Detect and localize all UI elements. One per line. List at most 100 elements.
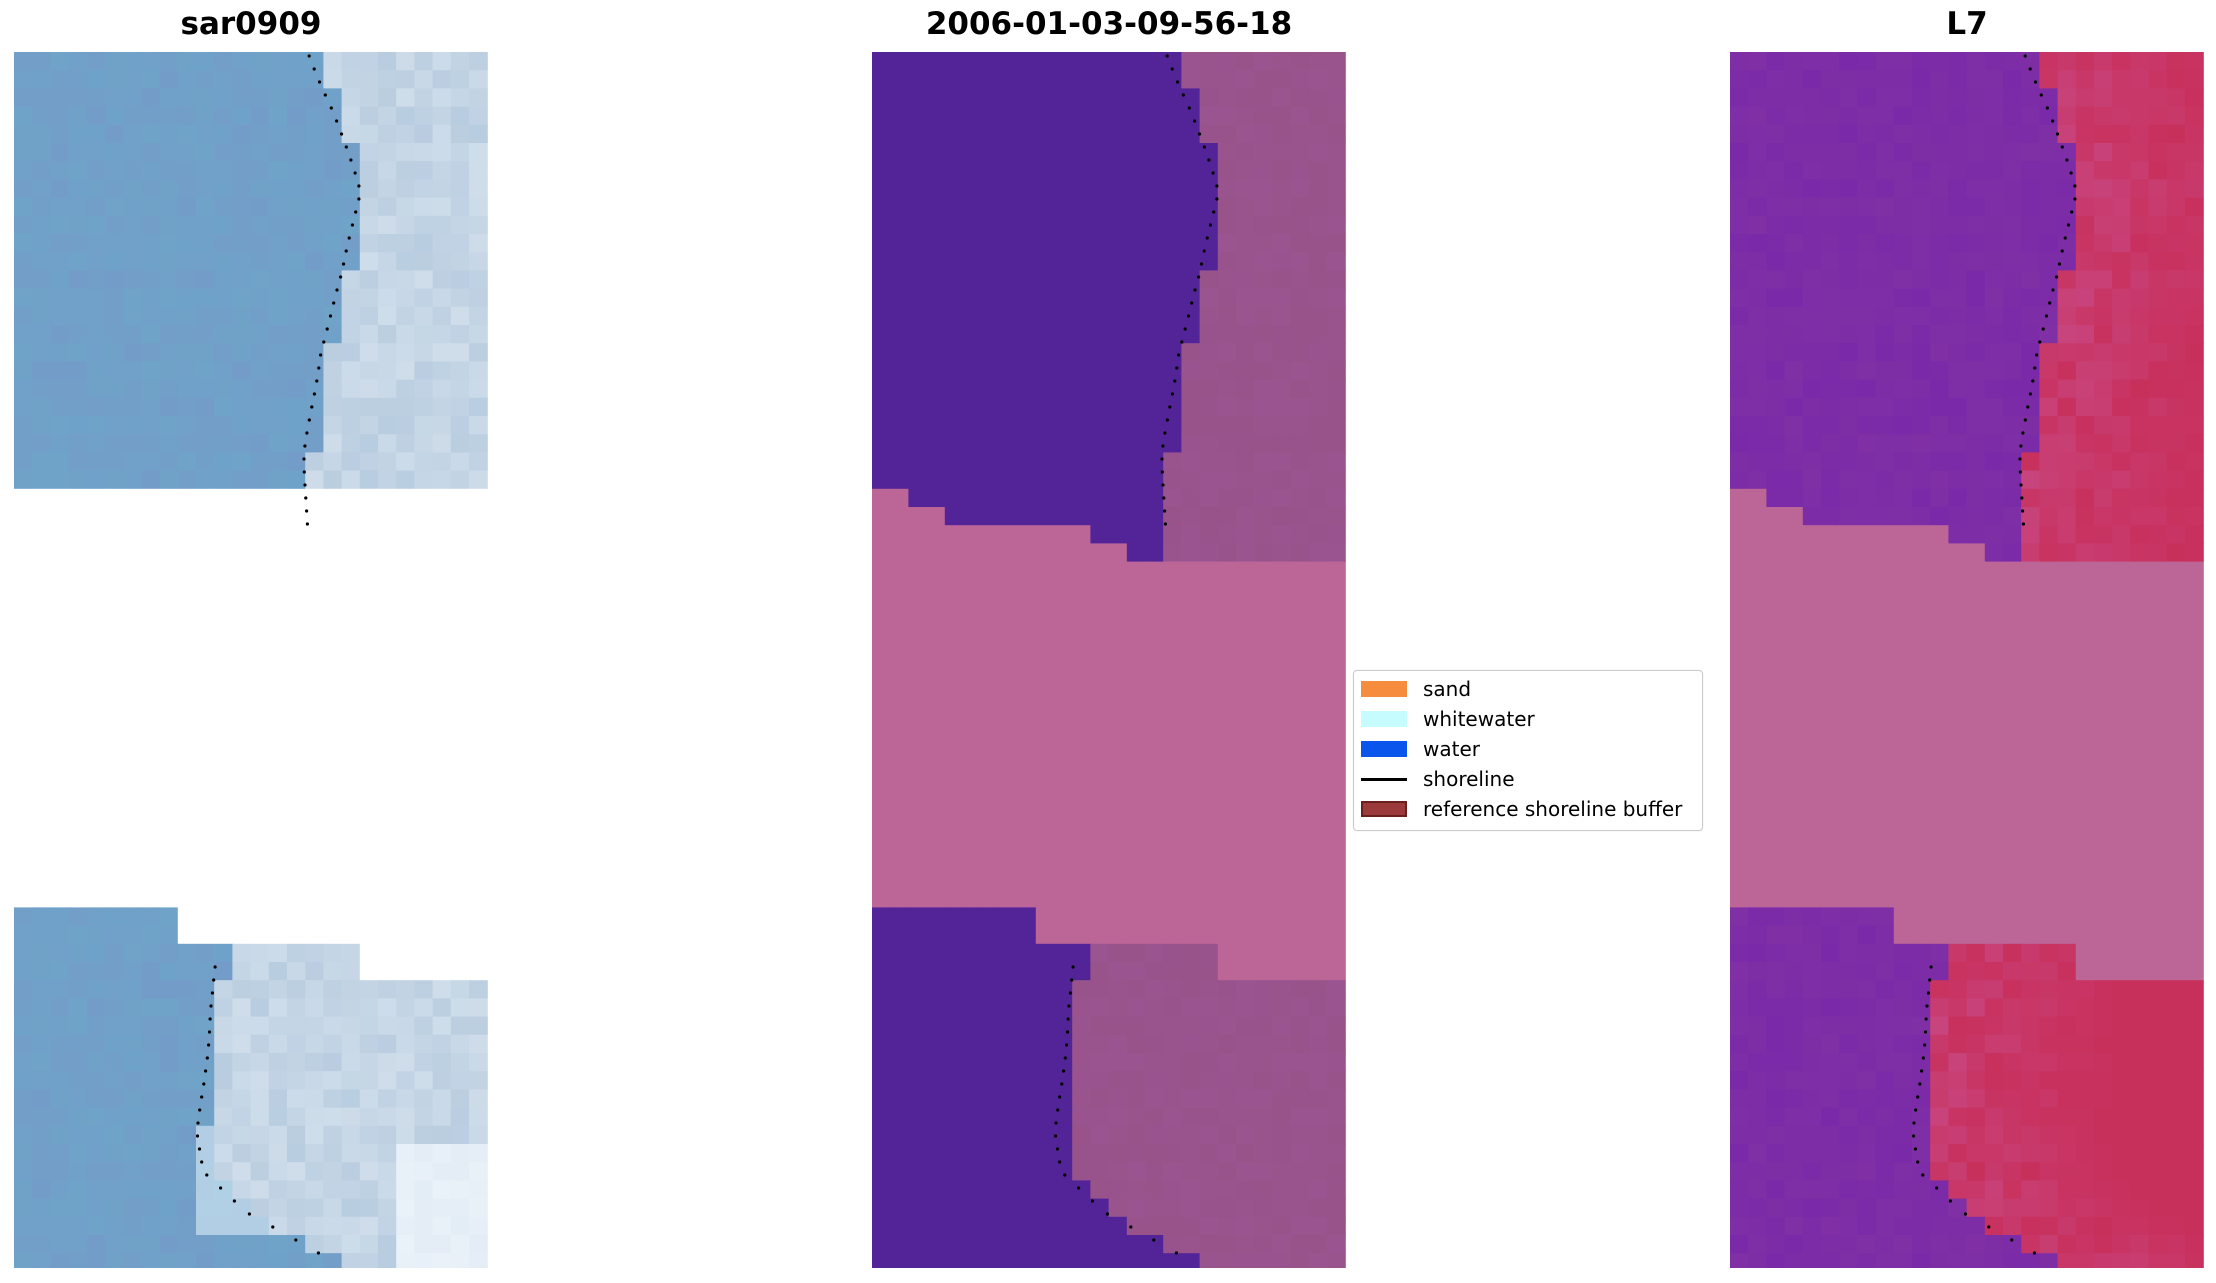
pixel-cell (214, 998, 233, 1018)
pixel-cell (469, 962, 488, 981)
pixel-cell (872, 1034, 891, 1054)
pixel-cell (1930, 179, 1949, 199)
pixel-cell (287, 1180, 306, 1200)
pixel-cell (1072, 306, 1091, 326)
pixel-cell (999, 816, 1019, 836)
pixel-cell (1035, 907, 1055, 927)
pixel-cell (1893, 379, 1913, 399)
pixel-cell (1984, 852, 2004, 872)
pixel-cell (1802, 416, 1822, 435)
pixel-cell (1875, 852, 1895, 872)
pixel-cell (1199, 88, 1219, 108)
pixel-cell (1090, 834, 1110, 854)
pixel-cell (872, 1016, 891, 1036)
pixel-cell (1290, 670, 1310, 690)
pixel-cell (1930, 889, 1949, 908)
pixel-cell (432, 488, 452, 508)
pixel-cell (396, 543, 415, 563)
pixel-cell (2166, 234, 2186, 253)
pixel-cell (1893, 197, 1913, 217)
pixel-cell (1072, 1125, 1091, 1145)
pixel-cell (890, 288, 909, 308)
pixel-cell (1072, 634, 1091, 654)
pixel-cell (469, 88, 488, 108)
pixel-cell (963, 1107, 982, 1127)
pixel-cell (359, 707, 379, 726)
pixel-cell (141, 416, 161, 435)
pixel-cell (963, 743, 982, 763)
pixel-cell (1017, 1107, 1037, 1127)
pixel-cell (2094, 106, 2113, 126)
pixel-cell (999, 343, 1019, 362)
pixel-cell (2130, 561, 2150, 581)
pixel-cell (2003, 616, 2022, 635)
pixel-cell (159, 1016, 179, 1036)
pixel-cell (944, 416, 964, 435)
pixel-cell (214, 816, 233, 836)
pixel-cell (1893, 725, 1913, 745)
pixel-cell (359, 379, 379, 399)
pixel-cell (1017, 252, 1037, 271)
pixel-cell (2094, 88, 2113, 108)
pixel-cell (68, 1162, 88, 1181)
pixel-cell (232, 598, 252, 617)
pixel-cell (1254, 725, 1273, 745)
pixel-cell (1948, 507, 1968, 526)
pixel-cell (378, 1107, 397, 1127)
pixel-cell (378, 743, 397, 763)
pixel-cell (890, 252, 909, 271)
pixel-cell (1181, 1107, 1201, 1127)
pixel-cell (86, 252, 106, 271)
pixel-cell (1730, 943, 1749, 963)
pixel-cell (1145, 1235, 1164, 1254)
pixel-cell (1090, 52, 1110, 71)
pixel-cell (1181, 1089, 1201, 1109)
pixel-cell (1966, 907, 1986, 927)
pixel-cell (1290, 852, 1310, 872)
pixel-cell (1035, 634, 1055, 654)
pixel-cell (890, 70, 909, 89)
pixel-cell (196, 1235, 215, 1254)
pixel-cell (287, 124, 306, 144)
pixel-cell (2003, 434, 2022, 453)
pixel-cell (2166, 470, 2186, 490)
pixel-cell (1017, 343, 1037, 362)
pixel-cell (1327, 634, 1346, 654)
pixel-cell (1108, 616, 1128, 635)
pixel-cell (981, 1253, 1000, 1268)
pixel-cell (2003, 798, 2022, 817)
pixel-cell (1090, 561, 1110, 581)
pixel-cell (1857, 543, 1877, 563)
pixel-cell (287, 343, 306, 362)
pixel-cell (2039, 379, 2059, 399)
pixel-cell (2094, 670, 2113, 690)
pixel-cell (469, 379, 488, 399)
pixel-cell (305, 925, 324, 945)
pixel-cell (287, 943, 306, 963)
pixel-cell (287, 361, 306, 381)
pixel-cell (469, 397, 488, 417)
pixel-cell (2112, 998, 2131, 1018)
pixel-cell (432, 925, 452, 945)
mndwi-image-panel (1730, 52, 2204, 1268)
pixel-cell (305, 161, 324, 180)
pixel-cell (2075, 725, 2095, 745)
pixel-cell (1748, 70, 1767, 89)
pixel-cell (890, 525, 909, 544)
pixel-cell (2130, 70, 2150, 89)
pixel-cell (1035, 1053, 1055, 1072)
pixel-cell (944, 598, 964, 617)
pixel-cell (1090, 1235, 1110, 1254)
pixel-cell (323, 852, 343, 872)
pixel-cell (1748, 579, 1767, 599)
pixel-cell (1145, 1016, 1164, 1036)
pixel-cell (890, 707, 909, 726)
pixel-cell (1966, 670, 1986, 690)
pixel-cell (268, 543, 288, 563)
pixel-cell (268, 725, 288, 745)
pixel-cell (1163, 1162, 1182, 1181)
pixel-cell (1035, 361, 1055, 381)
pixel-cell (1802, 379, 1822, 399)
pixel-cell (432, 416, 452, 435)
pixel-cell (1839, 780, 1858, 799)
